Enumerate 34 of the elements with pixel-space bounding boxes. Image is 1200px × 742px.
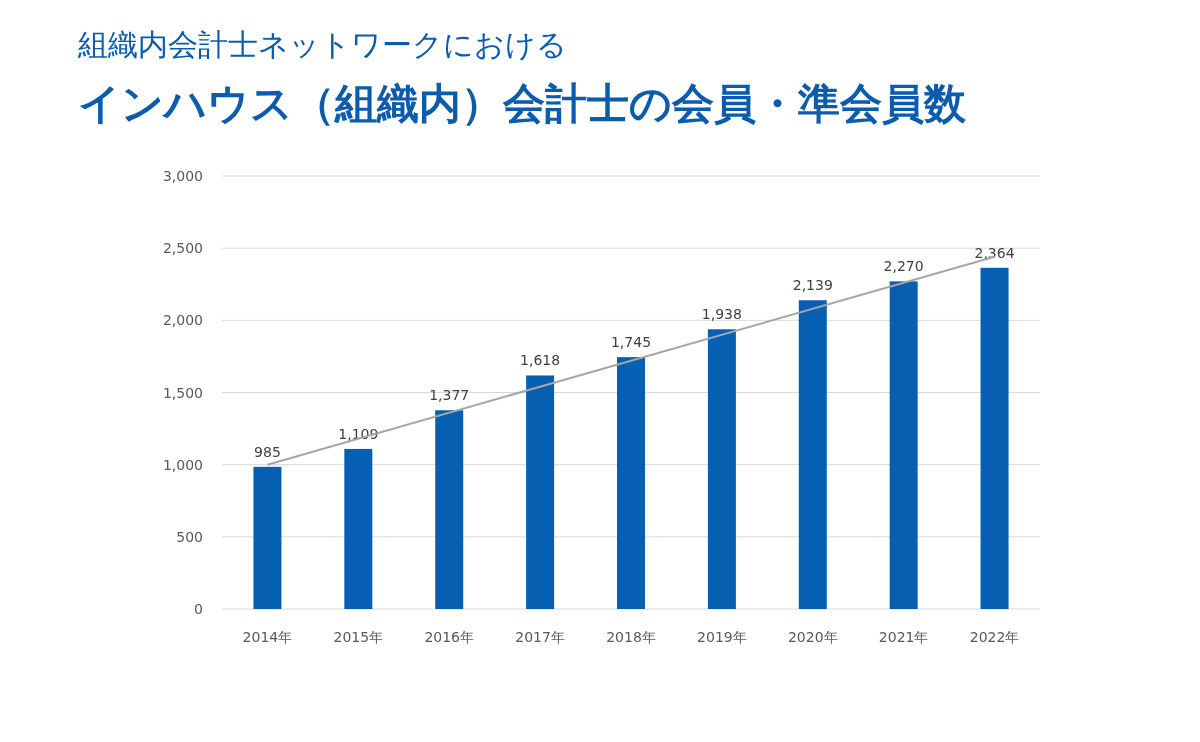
data-label: 1,618 [520, 352, 561, 369]
bar [526, 375, 555, 609]
bar [344, 448, 373, 609]
data-label: 2,139 [792, 277, 833, 294]
y-tick-label: 500 [176, 528, 203, 545]
chart-title: 組織内会計士ネットワークにおける [77, 27, 567, 62]
y-tick-label: 1,000 [162, 456, 203, 473]
x-tick-label: 2018年 [606, 629, 656, 645]
x-tick-label: 2019年 [697, 629, 747, 645]
bar [617, 357, 645, 609]
bar [253, 466, 282, 609]
bar [798, 300, 827, 609]
x-tick-label: 2015年 [333, 629, 384, 645]
bar [435, 410, 464, 609]
data-label: 985 [254, 443, 281, 460]
x-tick-label: 2017年 [515, 629, 565, 645]
y-tick-label: 3,000 [162, 168, 203, 184]
bar [889, 281, 918, 609]
chart-subtitle: インハウス（組織内）会計士の会員・準会員数 [78, 79, 967, 128]
x-tick-label: 2020年 [787, 629, 838, 645]
bar [707, 329, 736, 609]
data-label: 1,745 [610, 334, 652, 351]
x-tick-label: 2021年 [878, 629, 929, 645]
data-label: 2,270 [883, 258, 924, 275]
bar [980, 267, 1009, 609]
data-label: 1,377 [429, 387, 470, 404]
y-tick-label: 0 [194, 601, 203, 617]
y-tick-label: 2,000 [162, 312, 203, 329]
x-tick-label: 2014年 [242, 629, 293, 645]
y-tick-label: 2,500 [162, 240, 203, 257]
x-tick-label: 2016年 [424, 629, 475, 645]
x-tick-label: 2022年 [969, 629, 1020, 645]
y-tick-label: 1,500 [162, 384, 203, 401]
data-label: 1,938 [701, 306, 742, 323]
